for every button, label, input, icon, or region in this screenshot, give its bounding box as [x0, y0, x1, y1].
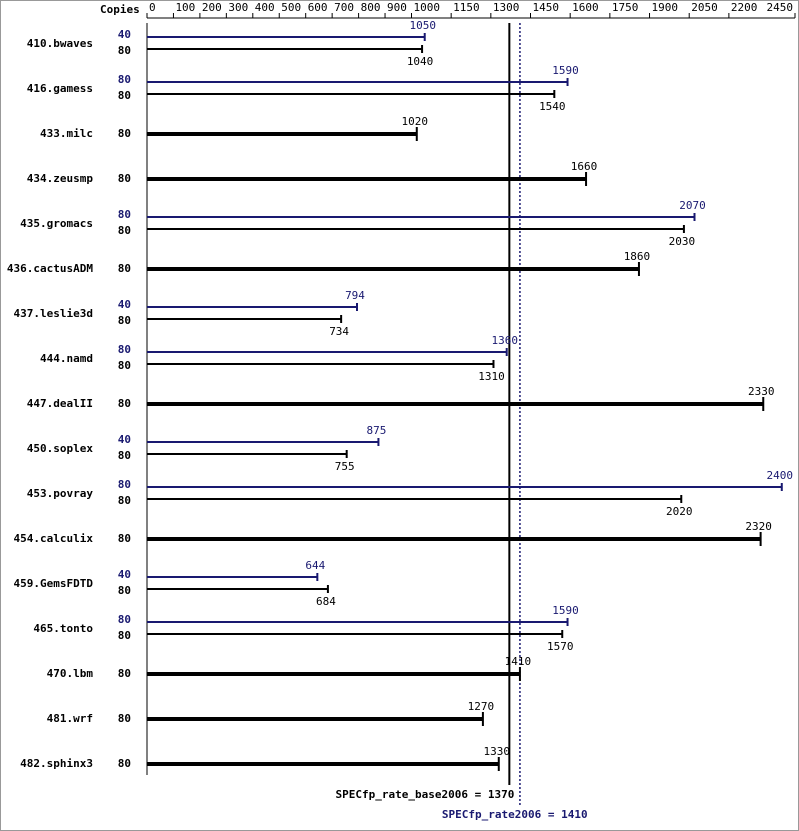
- category-label: 416.gamess: [27, 82, 93, 95]
- copies-label: 80: [118, 584, 131, 597]
- x-tick-label: 100: [175, 1, 195, 14]
- category-label: 453.povray: [27, 487, 94, 500]
- category-label: 481.wrf: [47, 712, 93, 725]
- copies-label: 80: [118, 532, 131, 545]
- value-label: 1310: [478, 370, 505, 383]
- x-tick-label: 1000: [413, 1, 440, 14]
- x-tick-label: 1600: [572, 1, 599, 14]
- category-label: 450.soplex: [27, 442, 94, 455]
- x-tick-label: 2050: [691, 1, 718, 14]
- value-label: 755: [335, 460, 355, 473]
- category-label: 470.lbm: [47, 667, 94, 680]
- copies-label: 80: [118, 449, 131, 462]
- copies-label: 80: [118, 613, 131, 626]
- category-label: 437.leslie3d: [14, 307, 93, 320]
- value-label: 2030: [669, 235, 696, 248]
- copies-label: 40: [118, 433, 131, 446]
- x-tick-label: 0: [149, 1, 156, 14]
- value-label: 1040: [407, 55, 434, 68]
- value-label: 2330: [748, 385, 775, 398]
- reference-label: SPECfp_rate_base2006 = 1370: [336, 788, 515, 801]
- x-tick-label: 500: [281, 1, 301, 14]
- copies-label: 80: [118, 127, 131, 140]
- value-label: 1590: [552, 604, 579, 617]
- value-label: 1570: [547, 640, 574, 653]
- category-label: 459.GemsFDTD: [14, 577, 94, 590]
- copies-label: 80: [118, 208, 131, 221]
- value-label: 1590: [552, 64, 579, 77]
- category-label: 433.milc: [40, 127, 93, 140]
- x-tick-label: 2200: [731, 1, 758, 14]
- copies-label: 80: [118, 73, 131, 86]
- x-tick-label: 200: [202, 1, 222, 14]
- x-tick-label: 400: [255, 1, 275, 14]
- value-label: 1020: [402, 115, 429, 128]
- category-label: 434.zeusmp: [27, 172, 94, 185]
- value-label: 2070: [679, 199, 706, 212]
- copies-label: 40: [118, 28, 131, 41]
- x-tick-label: 600: [308, 1, 328, 14]
- copies-label: 80: [118, 494, 131, 507]
- copies-label: 80: [118, 314, 131, 327]
- copies-label: 80: [118, 224, 131, 237]
- value-label: 1540: [539, 100, 566, 113]
- value-label: 1330: [484, 745, 511, 758]
- category-label: 410.bwaves: [27, 37, 93, 50]
- copies-label: 80: [118, 712, 131, 725]
- reference-label: SPECfp_rate2006 = 1410: [442, 808, 588, 821]
- category-label: 436.cactusADM: [7, 262, 93, 275]
- copies-label: 80: [118, 629, 131, 642]
- value-label: 2020: [666, 505, 693, 518]
- value-label: 794: [345, 289, 365, 302]
- copies-label: 80: [118, 262, 131, 275]
- x-tick-label: 1450: [533, 1, 560, 14]
- x-tick-label: 800: [361, 1, 381, 14]
- value-label: 1660: [571, 160, 598, 173]
- x-tick-label: 900: [387, 1, 407, 14]
- value-label: 1410: [505, 655, 532, 668]
- copies-label: 80: [118, 359, 131, 372]
- value-label: 734: [329, 325, 349, 338]
- value-label: 684: [316, 595, 336, 608]
- copies-label: 40: [118, 568, 131, 581]
- value-label: 1050: [409, 19, 436, 32]
- copies-label: 80: [118, 343, 131, 356]
- value-label: 2400: [767, 469, 794, 482]
- copies-label: 40: [118, 298, 131, 311]
- copies-label: 80: [118, 478, 131, 491]
- value-label: 2320: [745, 520, 772, 533]
- category-label: 482.sphinx3: [20, 757, 93, 770]
- value-label: 1360: [491, 334, 518, 347]
- category-label: 465.tonto: [33, 622, 93, 635]
- x-tick-label: 1900: [652, 1, 679, 14]
- x-tick-label: 700: [334, 1, 354, 14]
- category-label: 454.calculix: [14, 532, 94, 545]
- copies-label: 80: [118, 397, 131, 410]
- category-label: 435.gromacs: [20, 217, 93, 230]
- copies-label: 80: [118, 667, 131, 680]
- category-label: 447.dealII: [27, 397, 93, 410]
- copies-header: Copies: [100, 3, 140, 16]
- category-label: 444.namd: [40, 352, 93, 365]
- value-label: 875: [366, 424, 386, 437]
- copies-label: 80: [118, 757, 131, 770]
- x-tick-label: 1150: [453, 1, 480, 14]
- value-label: 1860: [624, 250, 651, 263]
- value-label: 644: [305, 559, 325, 572]
- copies-label: 80: [118, 44, 131, 57]
- x-tick-label: 2450: [767, 1, 794, 14]
- x-tick-label: 1750: [612, 1, 639, 14]
- copies-label: 80: [118, 172, 131, 185]
- copies-label: 80: [118, 89, 131, 102]
- x-tick-label: 1300: [493, 1, 520, 14]
- x-tick-label: 300: [228, 1, 248, 14]
- value-label: 1270: [468, 700, 495, 713]
